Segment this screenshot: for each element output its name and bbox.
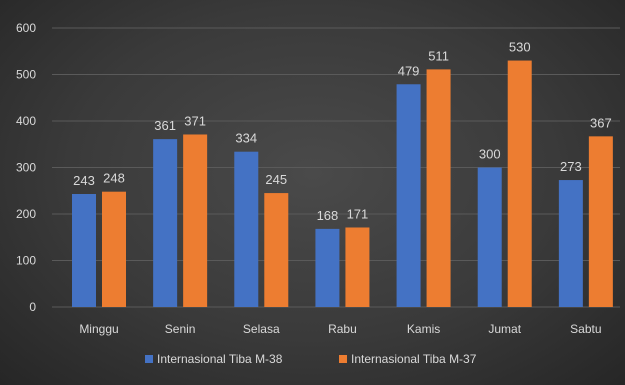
data-labels: 243 248 361 371 334 245 168 171 479 511 300 530 273 3… [73,40,612,223]
legend: Internasional Tiba M-38 Internasional Tib… [145,352,477,366]
y-tick-label: 500 [16,68,36,82]
bar-series-1 [477,167,502,307]
y-tick-label: 100 [16,254,36,268]
data-label: 273 [560,159,582,174]
legend-swatch [339,355,347,363]
data-label: 245 [265,172,287,187]
data-label: 371 [184,113,206,128]
bar-series-1 [234,151,259,307]
x-tick-label: Sabtu [570,322,601,336]
data-label: 243 [73,173,95,188]
bars [72,60,613,307]
data-label: 248 [103,171,125,186]
bar-series-1 [153,139,178,307]
legend-label: Internasional Tiba M-38 [157,352,283,366]
bar-series-1 [315,228,340,307]
x-tick-label: Senin [165,322,196,336]
bar-series-2 [264,193,289,307]
bar-series-1 [396,84,421,307]
bar-series-2 [102,191,126,307]
bar-series-2 [183,134,208,307]
data-label: 300 [479,147,501,162]
data-label: 361 [154,118,176,133]
y-tick-label: 300 [16,161,36,175]
x-axis-ticks: Minggu Senin Selasa Rabu Kamis Jumat Sabtu [79,322,601,336]
bar-series-2 [345,227,370,307]
bar-series-2 [588,136,613,307]
x-tick-label: Minggu [79,322,118,336]
data-label: 168 [317,208,339,223]
data-label: 171 [347,206,369,221]
data-label: 479 [398,63,420,78]
bar-series-2 [507,60,532,307]
y-axis-ticks: 0 100 200 300 400 500 600 [16,21,36,314]
data-label: 334 [235,131,257,146]
data-label: 530 [509,40,531,55]
data-label: 367 [590,115,612,130]
y-tick-label: 400 [16,114,36,128]
x-tick-label: Selasa [243,322,280,336]
bar-series-2 [426,69,451,307]
gridlines [52,27,620,308]
x-tick-label: Kamis [407,322,440,336]
x-tick-label: Jumat [488,322,521,336]
y-tick-label: 600 [16,21,36,35]
bar-series-1 [72,194,96,307]
y-tick-label: 0 [29,300,36,314]
x-tick-label: Rabu [328,322,357,336]
data-label: 511 [428,48,449,63]
bar-series-1 [558,180,583,307]
legend-swatch [145,355,153,363]
legend-label: Internasional Tiba M-37 [351,352,477,366]
y-tick-label: 200 [16,207,36,221]
